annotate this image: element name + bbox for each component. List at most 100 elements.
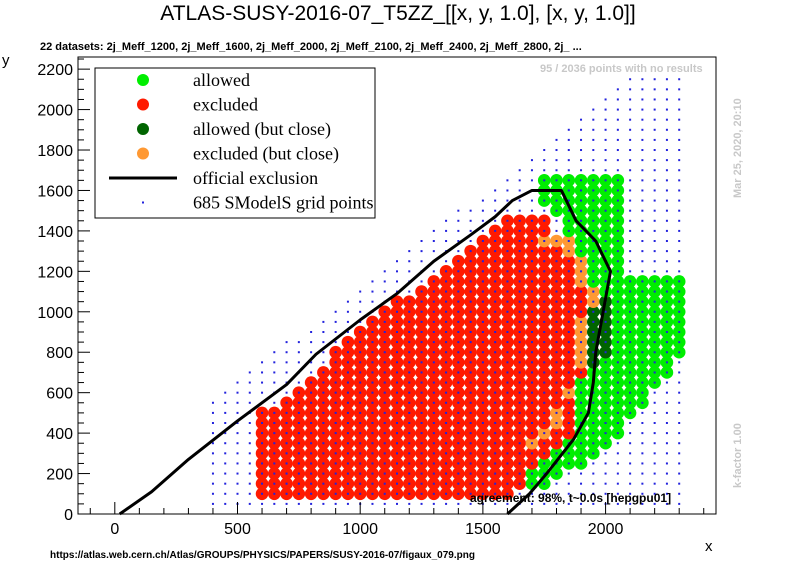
grid-point (481, 442, 484, 445)
grid-point (432, 341, 435, 344)
grid-point (469, 270, 472, 273)
grid-point (641, 128, 644, 131)
datasets-subtitle: 22 datasets: 2j_Meff_1200, 2j_Meff_1600,… (40, 41, 582, 53)
grid-point (248, 391, 251, 394)
grid-point (334, 351, 337, 354)
grid-point (445, 310, 448, 313)
grid-point (518, 331, 521, 334)
grid-point (592, 260, 595, 263)
grid-point (555, 219, 558, 222)
grid-point (604, 442, 607, 445)
grid-point (481, 290, 484, 293)
grid-point (616, 219, 619, 222)
grid-point (530, 472, 533, 475)
grid-point (506, 472, 509, 475)
grid-point (530, 391, 533, 394)
grid-point (592, 502, 595, 505)
grid-point (641, 361, 644, 364)
grid-point (383, 270, 386, 273)
grid-point (543, 482, 546, 485)
grid-point (592, 189, 595, 192)
grid-point (383, 341, 386, 344)
grid-point (383, 492, 386, 495)
grid-point (469, 442, 472, 445)
grid-point (273, 482, 276, 485)
grid-point (567, 492, 570, 495)
grid-point (629, 401, 632, 404)
grid-point (432, 411, 435, 414)
grid-point (665, 199, 668, 202)
grid-point (629, 492, 632, 495)
grid-point (580, 300, 583, 303)
grid-point (653, 482, 656, 485)
grid-point (481, 482, 484, 485)
grid-point (555, 240, 558, 243)
grid-point (604, 189, 607, 192)
grid-point (604, 351, 607, 354)
grid-point (506, 290, 509, 293)
official-exclusion-curve (118, 188, 612, 516)
grid-point (334, 411, 337, 414)
grid-point (678, 219, 681, 222)
grid-point (371, 482, 374, 485)
grid-point (604, 270, 607, 273)
grid-point (445, 351, 448, 354)
grid-point (408, 452, 411, 455)
grid-point (543, 411, 546, 414)
grid-point (641, 462, 644, 465)
grid-point (543, 290, 546, 293)
grid-point (641, 149, 644, 152)
grid-point (432, 351, 435, 354)
grid-point (359, 432, 362, 435)
grid-point (616, 502, 619, 505)
grid-point (371, 371, 374, 374)
grid-point (616, 351, 619, 354)
grid-point (285, 502, 288, 505)
grid-point (469, 250, 472, 253)
grid-point (567, 331, 570, 334)
grid-point (396, 432, 398, 435)
grid-point (371, 432, 374, 435)
grid-point (678, 179, 681, 182)
grid-point (494, 391, 497, 394)
grid-point (396, 320, 398, 323)
grid-point (457, 351, 460, 354)
grid-point (248, 422, 251, 425)
grid-point (518, 361, 521, 364)
grid-point (592, 452, 595, 455)
grid-point (580, 442, 583, 445)
grid-point (653, 432, 656, 435)
grid-point (641, 310, 644, 313)
grid-point (518, 290, 521, 293)
grid-point (580, 250, 583, 253)
grid-point (445, 341, 448, 344)
grid-point (285, 422, 288, 425)
no-results-note: 95 / 2036 points with no results (540, 63, 703, 75)
grid-point (408, 300, 411, 303)
grid-point (396, 391, 398, 394)
grid-point (432, 310, 435, 313)
grid-point (530, 310, 533, 313)
grid-point (334, 442, 337, 445)
grid-point (580, 128, 583, 131)
grid-point (555, 320, 558, 323)
grid-point (248, 432, 251, 435)
grid-point (580, 502, 583, 505)
grid-point (273, 452, 276, 455)
grid-point (359, 371, 362, 374)
grid-point (543, 300, 546, 303)
grid-point (616, 290, 619, 293)
grid-point (616, 341, 619, 344)
grid-point (665, 391, 668, 394)
grid-point (678, 169, 681, 172)
grid-point (530, 219, 533, 222)
grid-point (457, 432, 460, 435)
grid-point (592, 250, 595, 253)
grid-point (408, 411, 411, 414)
grid-point (653, 502, 656, 505)
grid-point (543, 462, 546, 465)
grid-point (678, 300, 681, 303)
grid-point (383, 502, 386, 505)
grid-point (543, 270, 546, 273)
grid-point (346, 300, 349, 303)
